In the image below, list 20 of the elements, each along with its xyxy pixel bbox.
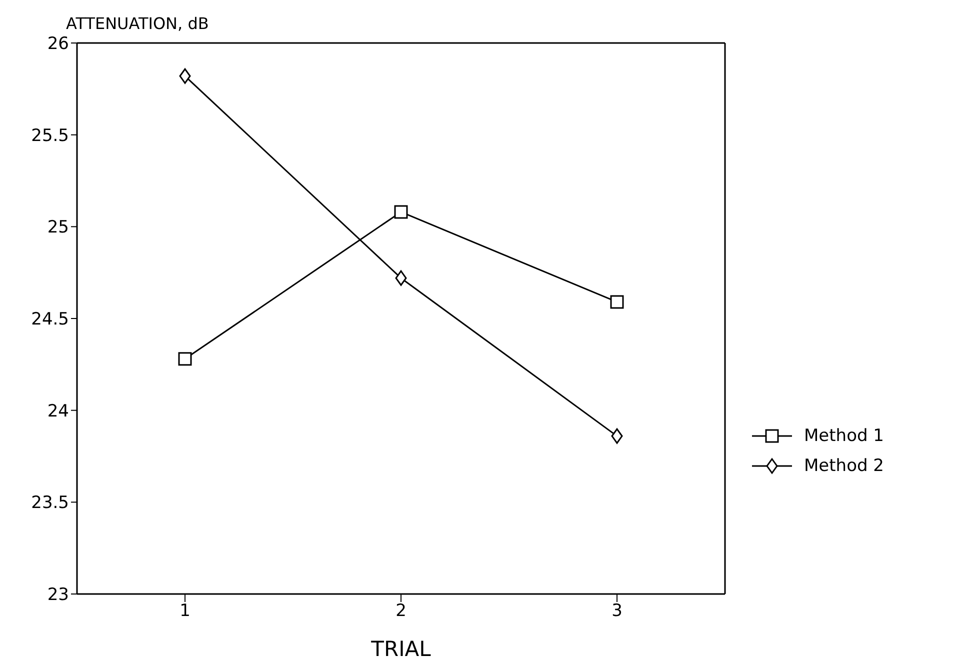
y-tick-label: 25 bbox=[47, 218, 69, 238]
y-tick-label: 23 bbox=[47, 585, 69, 606]
y-axis-title: ATTENUATION, dB bbox=[66, 14, 209, 33]
y-tick-label: 23.5 bbox=[31, 493, 69, 514]
y-tick-label: 25.5 bbox=[31, 126, 69, 146]
point bbox=[178, 352, 192, 366]
y-tick-label: 24.5 bbox=[31, 310, 69, 330]
y-tick-label: 26 bbox=[47, 34, 69, 54]
x-tick-label: 2 bbox=[396, 601, 406, 622]
point bbox=[179, 68, 191, 84]
point bbox=[610, 295, 624, 309]
x-tick-label: 1 bbox=[180, 601, 190, 622]
point bbox=[395, 270, 407, 286]
x-tick-label: 3 bbox=[612, 601, 622, 622]
legend-label: Method 1 bbox=[804, 426, 884, 446]
legend-label: Method 2 bbox=[804, 456, 884, 476]
y-tick-label: 24 bbox=[47, 401, 69, 422]
x-axis-title: TRIAL bbox=[370, 637, 432, 661]
point bbox=[611, 428, 623, 444]
point bbox=[394, 205, 408, 219]
